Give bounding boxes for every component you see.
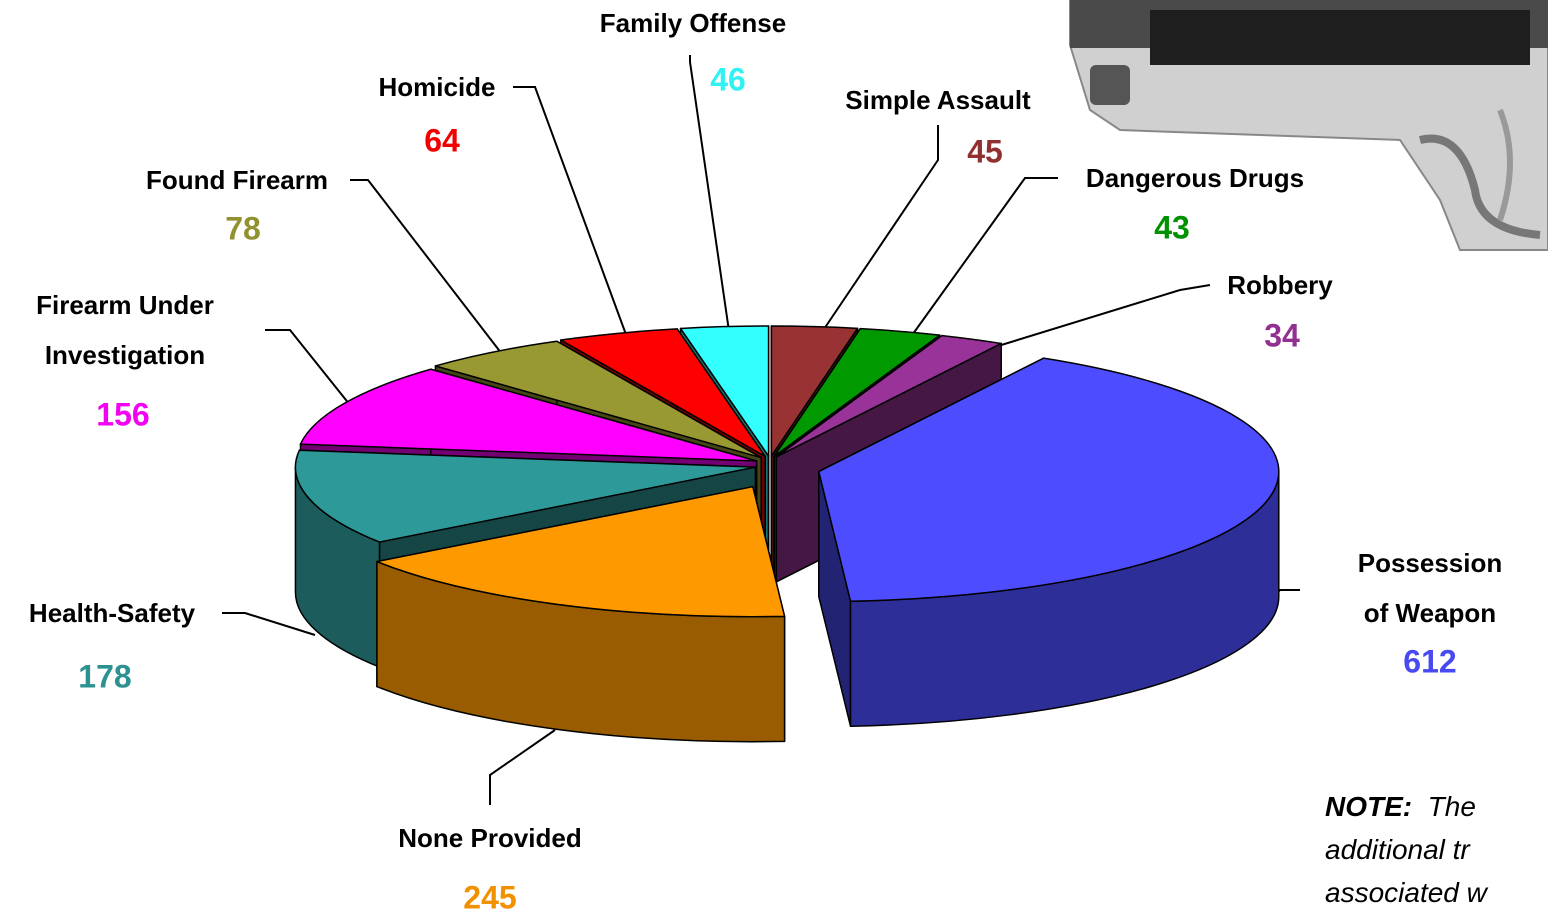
value-label: 178 <box>78 659 131 696</box>
value-label: 245 <box>463 880 516 917</box>
slice-label: Possession of Weapon <box>1358 538 1503 638</box>
note-line: additional tr <box>1325 828 1487 871</box>
slice-label: Firearm Under Investigation <box>5 280 245 380</box>
leader-line <box>820 125 938 335</box>
slice-label: Health-Safety <box>29 588 195 638</box>
note-text: The <box>1428 791 1476 822</box>
value-label: 34 <box>1264 318 1300 355</box>
note-line: NOTE: The <box>1325 785 1487 828</box>
page: NOTE: The additional tr associated w (()… <box>0 0 1548 917</box>
gun-image <box>1070 0 1548 250</box>
leader-line <box>350 180 505 358</box>
slice-label: Found Firearm <box>146 155 328 205</box>
value-label: 45 <box>967 134 1003 171</box>
value-label: 78 <box>225 211 261 248</box>
slice-label: None Provided <box>398 813 581 863</box>
leader-line <box>222 613 315 635</box>
value-label: 156 <box>96 397 149 434</box>
leader-line <box>905 178 1058 345</box>
note: NOTE: The additional tr associated w <box>1325 785 1487 914</box>
leader-line <box>513 87 628 340</box>
slice-label: Robbery <box>1227 260 1332 310</box>
slice-label: Simple Assault <box>845 75 1030 125</box>
slice-label: Dangerous Drugs <box>1086 153 1304 203</box>
leader-line <box>985 285 1210 350</box>
value-label: 43 <box>1154 210 1190 247</box>
chart <box>0 0 1548 917</box>
slice-label: Homicide <box>378 62 495 112</box>
leader-line <box>265 330 350 405</box>
note-label: NOTE: <box>1325 791 1412 822</box>
leader-line <box>490 730 555 805</box>
value-label: 612 <box>1403 644 1456 681</box>
slice-label: Family Offense <box>600 0 786 48</box>
note-line: associated w <box>1325 871 1487 914</box>
pie <box>295 326 1278 742</box>
value-label: 46 <box>710 62 746 99</box>
value-label: 64 <box>424 123 460 160</box>
